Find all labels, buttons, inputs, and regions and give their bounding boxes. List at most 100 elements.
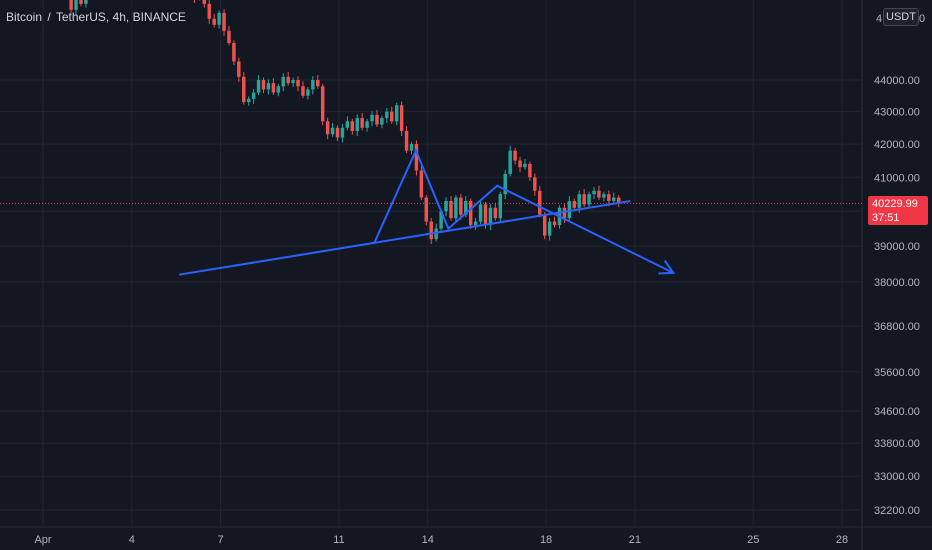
candle-body — [607, 194, 611, 201]
candle — [587, 191, 591, 209]
candle-body — [552, 221, 557, 226]
candle — [419, 165, 424, 201]
candle — [390, 106, 394, 124]
candle — [251, 88, 256, 104]
candle — [316, 75, 320, 89]
price-axis[interactable]: 44000.0043000.0042000.0041000.0040000.00… — [874, 13, 925, 517]
candle — [296, 76, 300, 92]
candle-body — [528, 163, 532, 178]
candle-body — [508, 150, 512, 174]
candle-body — [340, 127, 345, 138]
candle-body — [296, 80, 300, 87]
candle-body — [222, 12, 226, 31]
candle — [607, 190, 611, 206]
candle — [468, 198, 473, 229]
candle — [547, 217, 552, 241]
candle-body — [547, 221, 552, 236]
candle-body — [572, 200, 577, 208]
candle-body — [217, 12, 221, 25]
time-tick-label: 7 — [217, 534, 223, 546]
candle-body — [84, 0, 88, 4]
candle — [429, 217, 433, 245]
time-tick-label: 25 — [747, 534, 759, 546]
candle-body — [207, 3, 211, 19]
candle — [325, 117, 330, 140]
candle — [582, 189, 586, 207]
candle-body — [291, 80, 295, 84]
head-and-shoulders-pattern[interactable] — [373, 148, 674, 274]
price-tick-label: 33800.00 — [874, 438, 920, 450]
price-tick-label: 42000.00 — [874, 139, 920, 151]
candle-body — [518, 160, 522, 168]
support-trendline[interactable] — [178, 200, 631, 276]
candle — [207, 0, 211, 24]
symbol-title[interactable]: Bitcoin / TetherUS, 4h, BINANCE — [6, 10, 186, 24]
candle-body — [227, 30, 231, 43]
candle — [444, 197, 448, 217]
candle — [375, 109, 379, 128]
candle-body — [246, 98, 251, 103]
candle — [301, 81, 305, 99]
candle — [454, 195, 458, 222]
drawings[interactable] — [178, 148, 676, 276]
candles — [60, 0, 621, 245]
candle-body — [478, 204, 483, 222]
quote-name: TetherUS — [55, 10, 106, 24]
candle — [528, 161, 532, 181]
candle-body — [281, 76, 285, 87]
candle — [330, 122, 335, 137]
candle — [320, 83, 325, 126]
candle-body — [587, 194, 591, 205]
candle — [542, 212, 547, 240]
candle — [69, 0, 73, 14]
candle-body — [350, 121, 355, 132]
candle-body — [454, 197, 458, 219]
candle-body — [380, 118, 384, 125]
candle — [380, 115, 384, 129]
candle — [616, 195, 621, 208]
candle — [340, 124, 345, 143]
candle-body — [483, 204, 488, 226]
bar-countdown: 37:51 — [872, 212, 900, 224]
candle-body — [330, 127, 335, 135]
candle — [217, 10, 221, 29]
candle-body — [602, 194, 606, 198]
candle-body — [394, 105, 399, 122]
candle — [212, 13, 216, 28]
currency-button[interactable]: USDT — [883, 8, 919, 26]
candle — [394, 102, 399, 126]
price-tick-label: 32200.00 — [874, 505, 920, 517]
candle — [592, 187, 596, 200]
candle-body — [212, 18, 216, 25]
candle-body — [266, 83, 271, 90]
time-axis[interactable]: Apr 4 7 11 14 18 21 25 28 — [34, 534, 848, 546]
candle-body — [592, 190, 596, 195]
candle-body — [612, 197, 616, 201]
candle — [311, 76, 315, 95]
candle — [409, 141, 414, 155]
price-tick-label: 36800.00 — [874, 321, 920, 333]
candle — [533, 173, 537, 196]
candle-body — [79, 0, 83, 4]
candle — [350, 118, 355, 135]
candle-body — [567, 200, 572, 219]
candle — [202, 0, 207, 8]
candle — [276, 83, 281, 97]
candle-body — [533, 177, 537, 191]
candle — [518, 156, 522, 173]
candle-body — [409, 144, 414, 151]
candle — [404, 126, 409, 154]
last-price-label: 40229.99 37:51 — [868, 196, 928, 225]
candle — [360, 113, 364, 131]
candle — [414, 140, 419, 176]
candle — [84, 0, 88, 8]
candle — [399, 101, 404, 136]
candle-body — [562, 207, 567, 219]
candle-body — [399, 105, 404, 132]
candle — [612, 192, 616, 204]
candle-body — [237, 61, 241, 77]
candle-body — [444, 200, 448, 212]
candle-body — [306, 89, 310, 96]
candle-body — [202, 0, 207, 4]
